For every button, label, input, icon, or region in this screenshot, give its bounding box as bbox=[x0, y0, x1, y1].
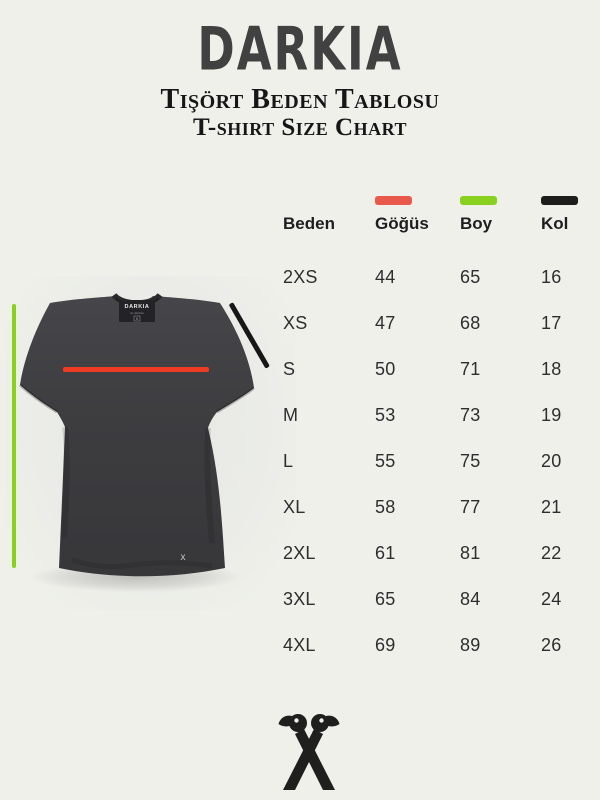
chest-cell: 58 bbox=[375, 496, 396, 517]
sleeve-cell: 21 bbox=[541, 496, 562, 517]
size-cell: 4XL bbox=[283, 634, 316, 655]
length-cell: 73 bbox=[460, 404, 481, 425]
length-cell: 77 bbox=[460, 496, 481, 517]
sleeve-legend-bar bbox=[541, 196, 578, 205]
length-cell: 75 bbox=[460, 450, 481, 471]
hem-logo: x bbox=[181, 552, 186, 563]
length-cell: 81 bbox=[460, 542, 481, 563]
sleeve-cell: 19 bbox=[541, 404, 562, 425]
brand-logo: DARKIA bbox=[197, 14, 403, 84]
sleeve-cell: 26 bbox=[541, 634, 562, 655]
sleeve-cell: 17 bbox=[541, 312, 562, 333]
size-chart-table: Beden Göğüs Boy Kol 2XS 44 65 16 bbox=[283, 196, 593, 668]
sleeve-column-label: Kol bbox=[541, 214, 569, 233]
table-row: 2XS 44 65 16 bbox=[283, 254, 593, 300]
column-header-size: Beden bbox=[283, 196, 375, 234]
size-column-label: Beden bbox=[283, 214, 335, 233]
subtitle-turkish: Tişört Beden Tablosu bbox=[160, 84, 440, 115]
chest-cell: 69 bbox=[375, 634, 396, 655]
length-cell: 71 bbox=[460, 358, 481, 379]
table-body: 2XS 44 65 16 XS 47 68 17 S 50 71 18 M 53… bbox=[283, 254, 593, 668]
table-header-row: Beden Göğüs Boy Kol bbox=[283, 196, 593, 234]
crossed-picks-x-icon bbox=[278, 714, 340, 790]
chest-measure-line bbox=[63, 367, 209, 372]
size-cell: XS bbox=[283, 312, 308, 333]
tshirt-silhouette bbox=[20, 296, 254, 577]
table-row: 2XL 61 81 22 bbox=[283, 530, 593, 576]
table-row: M 53 73 19 bbox=[283, 392, 593, 438]
size-cell: XL bbox=[283, 496, 306, 517]
column-header-sleeve: Kol bbox=[541, 196, 593, 234]
chest-column-label: Göğüs bbox=[375, 214, 429, 233]
chest-cell: 53 bbox=[375, 404, 396, 425]
table-row: XL 58 77 21 bbox=[283, 484, 593, 530]
neck-label bbox=[119, 300, 155, 322]
neck-label-text: DARKIA bbox=[125, 304, 150, 310]
table-row: 3XL 65 84 24 bbox=[283, 576, 593, 622]
size-cell: S bbox=[283, 358, 296, 379]
length-legend-bar bbox=[460, 196, 497, 205]
svg-text:X: X bbox=[136, 317, 139, 321]
sleeve-cell: 24 bbox=[541, 588, 562, 609]
chest-cell: 65 bbox=[375, 588, 396, 609]
length-cell: 65 bbox=[460, 266, 481, 287]
table-row: 4XL 69 89 26 bbox=[283, 622, 593, 668]
length-cell: 89 bbox=[460, 634, 481, 655]
sleeve-cell: 16 bbox=[541, 266, 562, 287]
chest-cell: 44 bbox=[375, 266, 396, 287]
chest-cell: 55 bbox=[375, 450, 396, 471]
subtitle-english: T-shirt Size Chart bbox=[193, 114, 407, 141]
length-cell: 84 bbox=[460, 588, 481, 609]
size-cell: 2XS bbox=[283, 266, 318, 287]
length-column-label: Boy bbox=[460, 214, 493, 233]
size-cell: L bbox=[283, 450, 294, 471]
tshirt-image: DARKIA by darkia X x bbox=[18, 292, 255, 577]
length-measure-line bbox=[12, 304, 16, 568]
table-row: XS 47 68 17 bbox=[283, 300, 593, 346]
sleeve-cell: 18 bbox=[541, 358, 562, 379]
chest-legend-bar bbox=[375, 196, 412, 205]
column-header-chest: Göğüs bbox=[375, 196, 460, 234]
column-header-length: Boy bbox=[460, 196, 541, 234]
sleeve-cell: 20 bbox=[541, 450, 562, 471]
table-row: S 50 71 18 bbox=[283, 346, 593, 392]
table-row: L 55 75 20 bbox=[283, 438, 593, 484]
chest-cell: 50 bbox=[375, 358, 396, 379]
length-cell: 68 bbox=[460, 312, 481, 333]
chest-cell: 47 bbox=[375, 312, 396, 333]
svg-text:by darkia: by darkia bbox=[130, 311, 144, 315]
chest-cell: 61 bbox=[375, 542, 396, 563]
size-cell: M bbox=[283, 404, 299, 425]
size-cell: 3XL bbox=[283, 588, 316, 609]
sleeve-cell: 22 bbox=[541, 542, 562, 563]
size-cell: 2XL bbox=[283, 542, 316, 563]
